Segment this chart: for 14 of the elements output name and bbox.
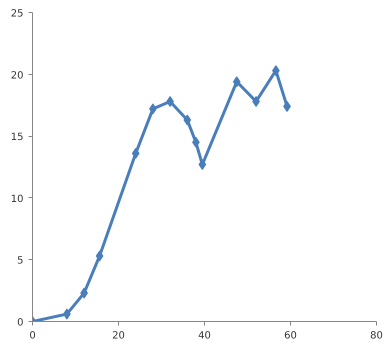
point: [132, 148, 140, 159]
y-tick-label: 0: [17, 318, 24, 328]
y-tick-label: 25: [10, 8, 24, 20]
x-tick-label: 80: [370, 330, 383, 342]
y-tick-label: 5: [17, 256, 24, 267]
y-tick-label: 15: [10, 132, 24, 144]
x-tick-label: 60: [284, 330, 297, 342]
x-tick-label: 20: [112, 330, 125, 342]
y-tick-label: 20: [10, 70, 24, 82]
x-tick-label: 0: [29, 330, 36, 342]
x-tick-label: 40: [198, 330, 211, 342]
point: [183, 114, 192, 126]
y-tick-label: 10: [10, 194, 24, 205]
point: [232, 76, 241, 88]
